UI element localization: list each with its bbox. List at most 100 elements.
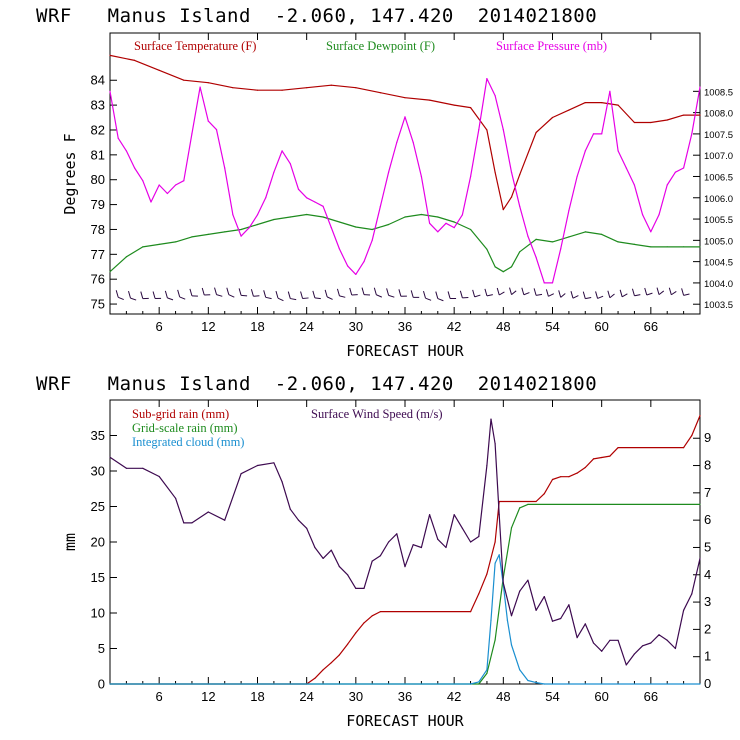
wind-barb-flag bbox=[398, 289, 402, 297]
data-point bbox=[175, 241, 177, 243]
wind-barb bbox=[646, 292, 653, 296]
data-point bbox=[125, 467, 127, 469]
y2-tick-label: 1006.0 bbox=[704, 194, 733, 205]
series-lines bbox=[109, 54, 701, 284]
data-point bbox=[658, 214, 660, 216]
wind-barb-flag bbox=[386, 288, 390, 296]
data-point bbox=[404, 116, 406, 118]
data-point bbox=[592, 458, 595, 460]
data-point bbox=[486, 573, 488, 575]
data-point bbox=[498, 554, 500, 556]
data-point bbox=[568, 476, 570, 478]
x-tick-label: 36 bbox=[398, 319, 412, 334]
y-tick-label: 25 bbox=[91, 499, 105, 514]
wind-barb bbox=[474, 294, 481, 298]
data-point bbox=[494, 95, 496, 97]
y-axis-label: Degrees F bbox=[61, 133, 79, 214]
data-point bbox=[691, 434, 693, 437]
data-point bbox=[215, 129, 218, 131]
wind-barb bbox=[658, 290, 665, 296]
data-point bbox=[297, 519, 300, 521]
data-point bbox=[519, 205, 521, 207]
data-point bbox=[273, 171, 275, 173]
data-point bbox=[224, 167, 226, 169]
data-point bbox=[510, 171, 513, 173]
y2-tick-label: 3 bbox=[704, 594, 711, 609]
y2-tick-label: 2 bbox=[704, 621, 711, 636]
data-point bbox=[576, 637, 578, 639]
wind-barb-flag bbox=[472, 289, 476, 297]
data-point bbox=[183, 79, 185, 81]
data-point bbox=[158, 69, 160, 71]
wind-barb-flag bbox=[595, 291, 599, 299]
wind-barb-flag bbox=[140, 291, 144, 299]
data-point bbox=[314, 546, 316, 549]
y-tick-label: 15 bbox=[91, 570, 105, 585]
data-point bbox=[338, 566, 340, 568]
data-point bbox=[117, 137, 119, 139]
data-point bbox=[330, 549, 332, 551]
data-point bbox=[355, 226, 357, 228]
data-point bbox=[134, 59, 136, 62]
y2-tick-label: 6 bbox=[704, 512, 711, 527]
wind-barb bbox=[339, 295, 346, 298]
data-point bbox=[568, 109, 570, 111]
wind-barb bbox=[437, 298, 444, 302]
data-point bbox=[281, 89, 283, 91]
wind-barb bbox=[265, 296, 272, 300]
x-tick-label: 18 bbox=[250, 689, 264, 704]
wind-barb-flag bbox=[189, 288, 193, 297]
data-point bbox=[510, 266, 513, 268]
x-tick-label: 42 bbox=[447, 319, 461, 334]
data-point bbox=[470, 611, 472, 613]
y2-tick-label: 1008.5 bbox=[704, 87, 733, 98]
wind-barb bbox=[425, 297, 432, 301]
data-point bbox=[470, 228, 472, 231]
data-point bbox=[158, 184, 160, 186]
data-point bbox=[388, 541, 390, 543]
data-point bbox=[453, 227, 455, 229]
data-point bbox=[543, 282, 545, 284]
data-point bbox=[691, 593, 693, 595]
data-point bbox=[379, 205, 381, 207]
data-point bbox=[175, 497, 177, 499]
data-point bbox=[338, 221, 340, 223]
data-point bbox=[470, 107, 472, 109]
wind-barb-flag bbox=[336, 288, 340, 296]
data-point bbox=[207, 82, 209, 84]
wind-barb-flag bbox=[214, 287, 218, 295]
series-lines bbox=[109, 415, 701, 685]
wind-barb-flag bbox=[521, 287, 525, 295]
axes: 6 12 18 24 30 36 42 48 54 60 660510152025303501234… bbox=[91, 400, 711, 704]
wind-barb-flag bbox=[115, 290, 119, 298]
data-point bbox=[683, 447, 685, 449]
data-point bbox=[502, 582, 504, 584]
y2-tick-label: 8 bbox=[704, 458, 711, 473]
data-point bbox=[490, 619, 492, 621]
wind-barb-flag bbox=[459, 290, 463, 298]
wind-barb bbox=[609, 293, 615, 299]
x-tick-label: 24 bbox=[299, 319, 313, 334]
y2-tick-label: 0 bbox=[704, 676, 711, 691]
data-point bbox=[527, 235, 529, 237]
data-point bbox=[404, 216, 406, 218]
y-tick-label: 83 bbox=[91, 98, 105, 113]
x-tick-label: 54 bbox=[545, 689, 559, 704]
data-point bbox=[371, 228, 373, 231]
data-point bbox=[510, 615, 513, 617]
wind-barb-flag bbox=[300, 291, 304, 299]
wind-barb-flag bbox=[558, 290, 562, 298]
data-point bbox=[519, 507, 521, 509]
data-point bbox=[584, 150, 586, 152]
wind-barb bbox=[572, 295, 579, 299]
data-point bbox=[109, 271, 111, 273]
wind-barb bbox=[523, 292, 530, 296]
data-point bbox=[699, 557, 701, 560]
y-tick-label: 35 bbox=[91, 428, 105, 443]
wind-barb bbox=[634, 294, 641, 297]
data-point bbox=[347, 643, 349, 645]
data-point bbox=[568, 236, 570, 238]
wind-barb bbox=[683, 293, 690, 296]
data-point bbox=[429, 99, 431, 101]
data-point bbox=[560, 476, 562, 478]
